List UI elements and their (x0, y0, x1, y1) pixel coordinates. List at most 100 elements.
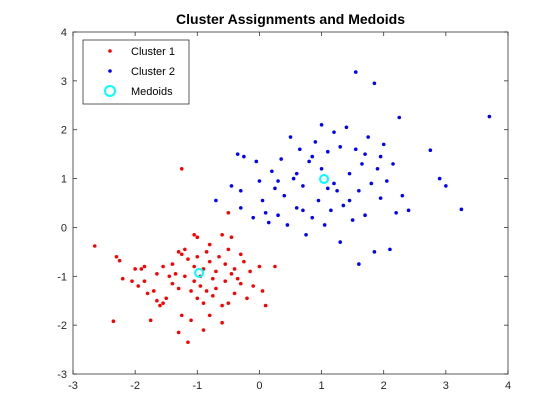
series-medoids (194, 174, 330, 278)
y-tick-label: 4 (61, 27, 67, 39)
data-point (254, 159, 259, 164)
data-point (207, 313, 212, 318)
data-point (195, 235, 200, 239)
data-point (428, 148, 433, 153)
x-tick-label: -3 (68, 380, 78, 392)
data-point (111, 319, 116, 324)
data-point (142, 264, 147, 269)
data-point (220, 232, 224, 237)
data-point (338, 145, 343, 149)
data-point (372, 250, 377, 254)
data-point (155, 272, 159, 276)
data-point (139, 267, 144, 271)
data-point (260, 289, 265, 293)
data-point (207, 259, 212, 264)
data-point (232, 267, 237, 271)
data-point (211, 294, 215, 298)
data-point (204, 250, 209, 254)
data-point (266, 220, 271, 225)
data-point (226, 247, 231, 252)
data-point (151, 289, 156, 293)
data-point (186, 340, 190, 345)
y-tick-label: 3 (61, 76, 67, 88)
data-point (186, 257, 190, 261)
data-point (155, 298, 159, 303)
data-point (487, 114, 492, 119)
data-point (189, 289, 193, 293)
data-point (229, 272, 234, 276)
data-point (263, 303, 268, 308)
data-point (176, 250, 181, 254)
data-point (223, 262, 228, 266)
data-point (301, 184, 305, 188)
series-cluster-1 (92, 167, 277, 345)
data-point (366, 135, 370, 139)
data-point (195, 254, 200, 259)
data-point (179, 313, 184, 318)
data-point (179, 167, 184, 171)
data-point (130, 279, 134, 283)
data-point (238, 281, 243, 286)
data-point (341, 203, 346, 208)
data-point (304, 232, 308, 237)
data-point (319, 123, 324, 127)
data-point (319, 167, 324, 171)
data-point (117, 258, 122, 263)
data-point (285, 223, 290, 227)
data-point (257, 264, 262, 269)
data-point (360, 162, 364, 166)
data-point (164, 296, 169, 301)
data-point (273, 186, 277, 191)
data-point (279, 157, 283, 161)
data-point (251, 284, 256, 288)
x-tick-label: 1 (319, 380, 325, 392)
data-point (347, 171, 352, 176)
data-point (245, 296, 249, 301)
data-point (158, 303, 162, 308)
data-point (444, 184, 448, 188)
data-point (338, 240, 343, 244)
legend-marker (108, 49, 112, 53)
data-point (183, 274, 187, 279)
y-tick-label: 0 (61, 222, 67, 234)
data-point (459, 207, 464, 212)
data-point (148, 318, 153, 323)
data-point (170, 281, 175, 286)
data-point (372, 81, 377, 86)
data-point (201, 301, 206, 305)
data-point (335, 188, 339, 193)
data-point (235, 276, 240, 281)
data-point (223, 279, 228, 283)
data-point (192, 264, 196, 269)
data-point (136, 284, 141, 288)
medoid-marker (319, 174, 330, 185)
legend-label: Cluster 1 (131, 46, 175, 58)
data-point (242, 154, 246, 159)
data-point (353, 70, 358, 74)
data-point (214, 198, 218, 203)
data-point (195, 296, 200, 301)
data-point (229, 235, 234, 239)
data-point (391, 162, 395, 166)
y-tick-label: -3 (57, 369, 67, 381)
data-point (226, 301, 231, 305)
data-point (235, 152, 240, 156)
data-point (176, 330, 181, 335)
data-point (385, 179, 389, 183)
data-point (248, 269, 252, 274)
data-point (145, 291, 150, 296)
data-point (375, 167, 380, 171)
data-point (325, 186, 330, 191)
data-point (214, 269, 218, 274)
data-point (353, 147, 358, 152)
data-point (332, 181, 336, 186)
chart-title: Cluster Assignments and Medoids (176, 11, 405, 27)
data-point (310, 215, 315, 220)
data-point (192, 279, 196, 283)
data-point (238, 252, 243, 257)
data-point (329, 208, 333, 213)
data-point (211, 276, 215, 281)
data-point (400, 193, 405, 198)
data-marks (92, 70, 492, 345)
data-point (198, 284, 203, 288)
